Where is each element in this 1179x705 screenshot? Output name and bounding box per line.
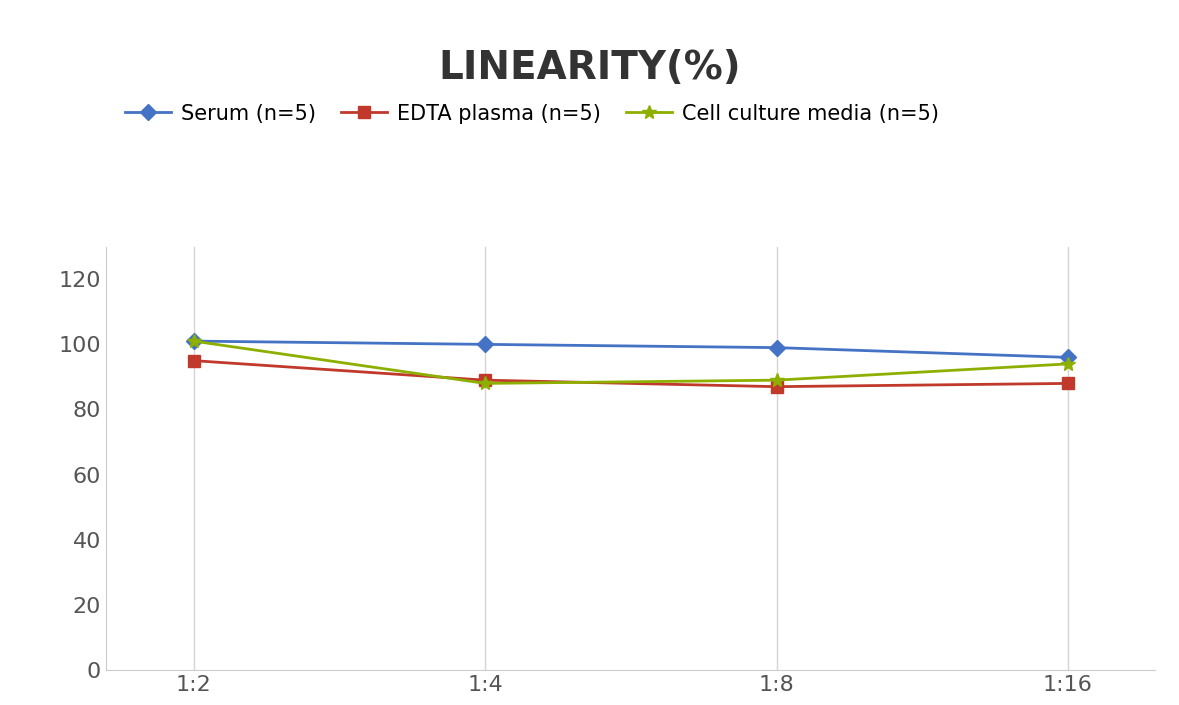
Cell culture media (n=5)	[186, 337, 200, 345]
Serum (n=5)	[186, 337, 200, 345]
Serum (n=5)	[1061, 353, 1075, 362]
Cell culture media (n=5)	[477, 379, 492, 388]
EDTA plasma (n=5)	[186, 357, 200, 365]
Serum (n=5)	[770, 343, 784, 352]
EDTA plasma (n=5)	[1061, 379, 1075, 388]
Legend: Serum (n=5), EDTA plasma (n=5), Cell culture media (n=5): Serum (n=5), EDTA plasma (n=5), Cell cul…	[117, 95, 948, 132]
Cell culture media (n=5)	[770, 376, 784, 384]
Line: Cell culture media (n=5): Cell culture media (n=5)	[186, 334, 1075, 391]
Line: Serum (n=5): Serum (n=5)	[187, 336, 1074, 363]
EDTA plasma (n=5)	[770, 382, 784, 391]
Cell culture media (n=5)	[1061, 360, 1075, 368]
Serum (n=5)	[477, 340, 492, 348]
EDTA plasma (n=5)	[477, 376, 492, 384]
Line: EDTA plasma (n=5): EDTA plasma (n=5)	[187, 355, 1074, 392]
Text: LINEARITY(%): LINEARITY(%)	[439, 49, 740, 87]
